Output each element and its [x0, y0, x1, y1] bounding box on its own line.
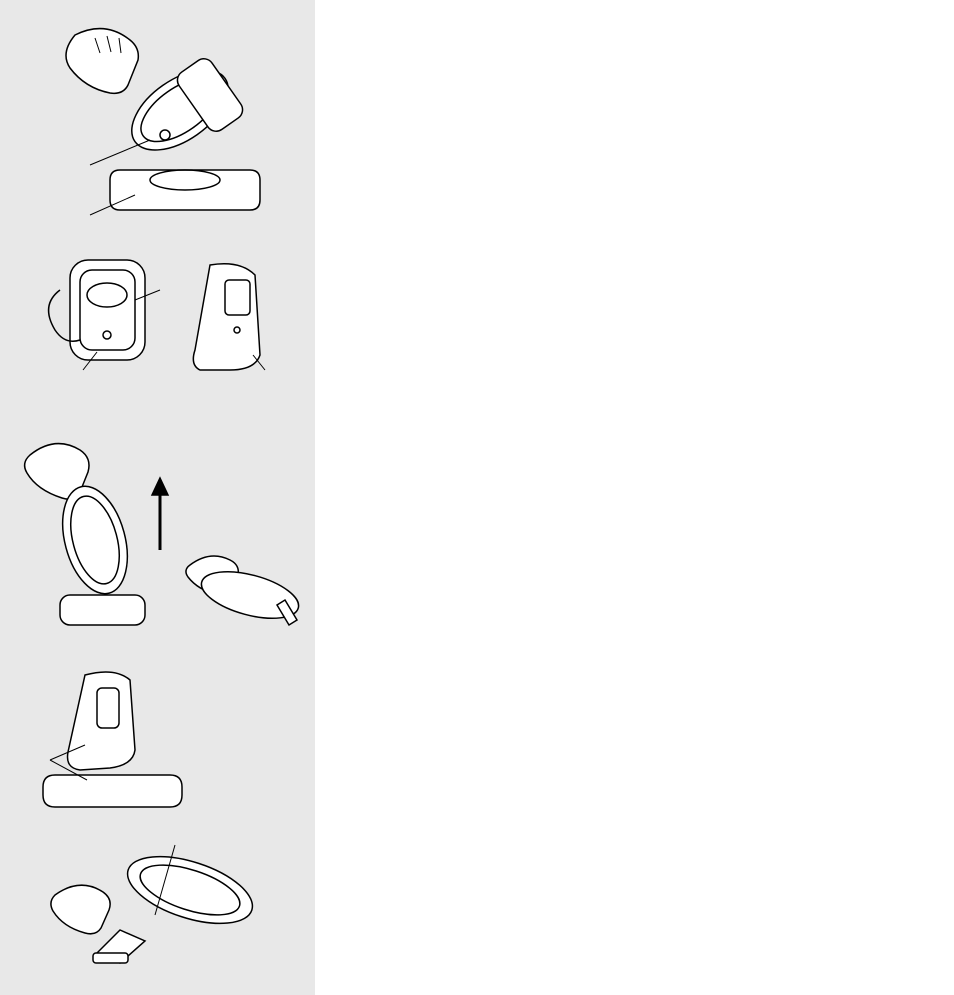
svenska-column: [340, 20, 620, 975]
diagram-column: [0, 0, 315, 995]
charging-base-illustration: [15, 240, 300, 390]
diagram-12: [15, 20, 300, 230]
text-columns: [315, 0, 954, 995]
nozzle-station-illustration: [15, 660, 300, 810]
lift-and-hold-illustration: [15, 420, 300, 650]
diagram-17: [15, 815, 300, 975]
diagram-13: [15, 240, 300, 390]
wet-nozzle-illustration: [15, 815, 300, 975]
vacuum-charging-illustration: [15, 20, 300, 230]
diagram-16: [15, 660, 300, 810]
diagram-14-15: [15, 420, 300, 650]
manual-page: [0, 0, 954, 995]
english-column: [650, 20, 930, 975]
